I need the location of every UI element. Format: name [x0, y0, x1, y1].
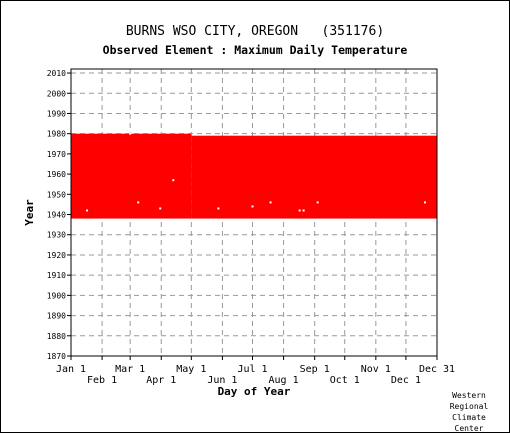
missing-data-point — [316, 201, 319, 204]
x-tick-label: Dec 31 — [419, 364, 455, 375]
y-tick-label: 1950 — [47, 190, 66, 199]
y-tick-label: 1930 — [47, 231, 66, 240]
x-tick-label: Sep 1 — [300, 364, 330, 375]
x-tick-label: Feb 1 — [87, 375, 117, 386]
y-tick-label: 2010 — [47, 69, 66, 78]
missing-data-point — [137, 201, 140, 204]
y-tick-label: 2000 — [47, 89, 66, 98]
missing-data-point — [172, 179, 175, 182]
data-area — [71, 132, 437, 219]
missing-data-point — [217, 207, 220, 210]
y-tick-label: 1900 — [47, 291, 66, 300]
x-tick-label: Apr 1 — [146, 375, 176, 386]
credit-line: Center — [454, 424, 484, 433]
missing-data-point — [269, 201, 272, 204]
missing-data-point — [251, 205, 254, 208]
credit-line: Regional — [449, 402, 489, 411]
y-tick-label: 1920 — [47, 251, 66, 260]
missing-data-point — [159, 207, 162, 210]
y-tick-label: 1910 — [47, 271, 66, 280]
x-tick-label: Oct 1 — [330, 375, 360, 386]
y-tick-label: 1960 — [47, 170, 66, 179]
y-tick-label: 1880 — [47, 332, 66, 341]
x-tick-label: Dec 1 — [391, 375, 421, 386]
y-tick-label: 1990 — [47, 109, 66, 118]
axis-labels: 1870 1880 1890 1900 1910 1920 1930 1940 1950 1960… — [23, 69, 455, 398]
y-axis-title: Year — [23, 199, 36, 226]
x-tick-label: May 1 — [176, 364, 206, 375]
x-tick-label: Nov 1 — [361, 364, 391, 375]
missing-data-point — [298, 209, 301, 212]
y-tick-label: 1970 — [47, 150, 66, 159]
x-axis-title: Day of Year — [218, 385, 291, 398]
credit-line: Climate — [452, 413, 486, 422]
missing-data-point — [129, 132, 132, 135]
x-tick-label: Jan 1 — [56, 364, 86, 375]
chart-subtitle: Observed Element : Maximum Daily Tempera… — [102, 43, 408, 57]
y-tick-label: 1870 — [47, 352, 66, 361]
data-area-segment — [71, 133, 192, 219]
axes — [67, 68, 438, 360]
credit-block: Western Regional Climate Center — [441, 390, 497, 434]
y-tick-label: 1940 — [47, 211, 66, 220]
data-area-segment — [191, 135, 437, 219]
missing-data-point — [423, 201, 426, 204]
chart-title: BURNS WSO CITY, OREGON (351176) — [125, 24, 385, 39]
x-tick-label: Mar 1 — [115, 364, 145, 375]
missing-data-point — [86, 209, 89, 212]
y-tick-label: 1890 — [47, 312, 66, 321]
missing-data-point — [302, 209, 305, 212]
plot-border — [70, 68, 438, 357]
x-tick-label: Jul 1 — [237, 364, 267, 375]
credit-line: Western — [452, 391, 486, 400]
x-tick-label: Aug 1 — [269, 375, 299, 386]
x-tick-label: Jun 1 — [207, 375, 237, 386]
y-tick-label: 1980 — [47, 130, 66, 139]
